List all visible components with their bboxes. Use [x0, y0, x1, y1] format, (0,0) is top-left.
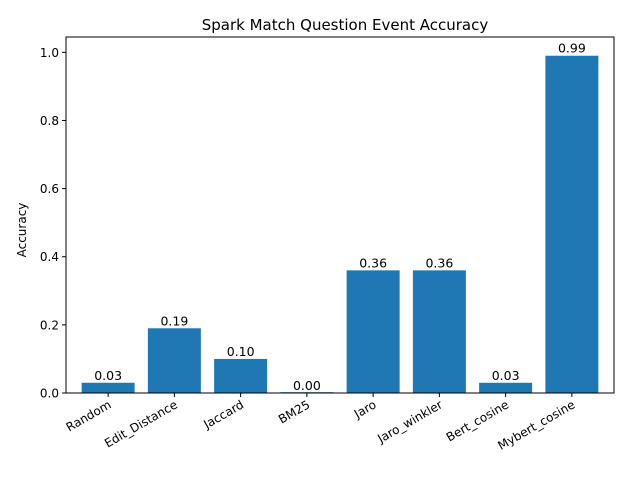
bar-jaro-winkler — [412, 270, 466, 393]
bar-jaro — [346, 270, 400, 393]
bar-jaccard — [214, 358, 268, 393]
x-tick-label: BM25 — [276, 397, 312, 426]
x-tick-label: Jaro_winkler — [374, 397, 445, 446]
bar-random — [81, 382, 135, 393]
plot-area: 0.03 Random 0.19 Edit_Distance 0.10 Jaccard 0.… — [40, 36, 615, 453]
x-tick-label: Edit_Distance — [102, 397, 180, 450]
x-tick-label: Random — [64, 397, 114, 434]
x-tick-label: Jaccard — [200, 397, 246, 432]
bar-edit-distance — [147, 328, 201, 393]
data-label: 0.10 — [227, 344, 255, 359]
y-tick-label: 0.8 — [40, 114, 59, 128]
data-label: 0.03 — [492, 368, 520, 383]
y-tick-label: 0.6 — [40, 182, 59, 196]
data-label: 0.36 — [359, 255, 387, 270]
data-label: 0.00 — [293, 378, 321, 393]
y-tick-label: 1.0 — [40, 46, 59, 60]
data-label: 0.19 — [160, 313, 188, 328]
data-label: 0.03 — [94, 368, 122, 383]
y-tick-label: 0.2 — [40, 318, 59, 332]
plot-frame — [65, 36, 615, 394]
x-tick-label: Jaro — [351, 397, 379, 421]
chart-title: Spark Match Question Event Accuracy — [202, 16, 489, 34]
bar-mybert-cosine — [545, 55, 599, 393]
data-label: 0.99 — [558, 41, 586, 56]
y-axis-label: Accuracy — [15, 203, 29, 258]
bar-bert-cosine — [479, 382, 533, 393]
data-label: 0.36 — [425, 255, 453, 270]
y-tick-label: 0.0 — [40, 387, 59, 401]
y-tick-label: 0.4 — [40, 250, 59, 264]
